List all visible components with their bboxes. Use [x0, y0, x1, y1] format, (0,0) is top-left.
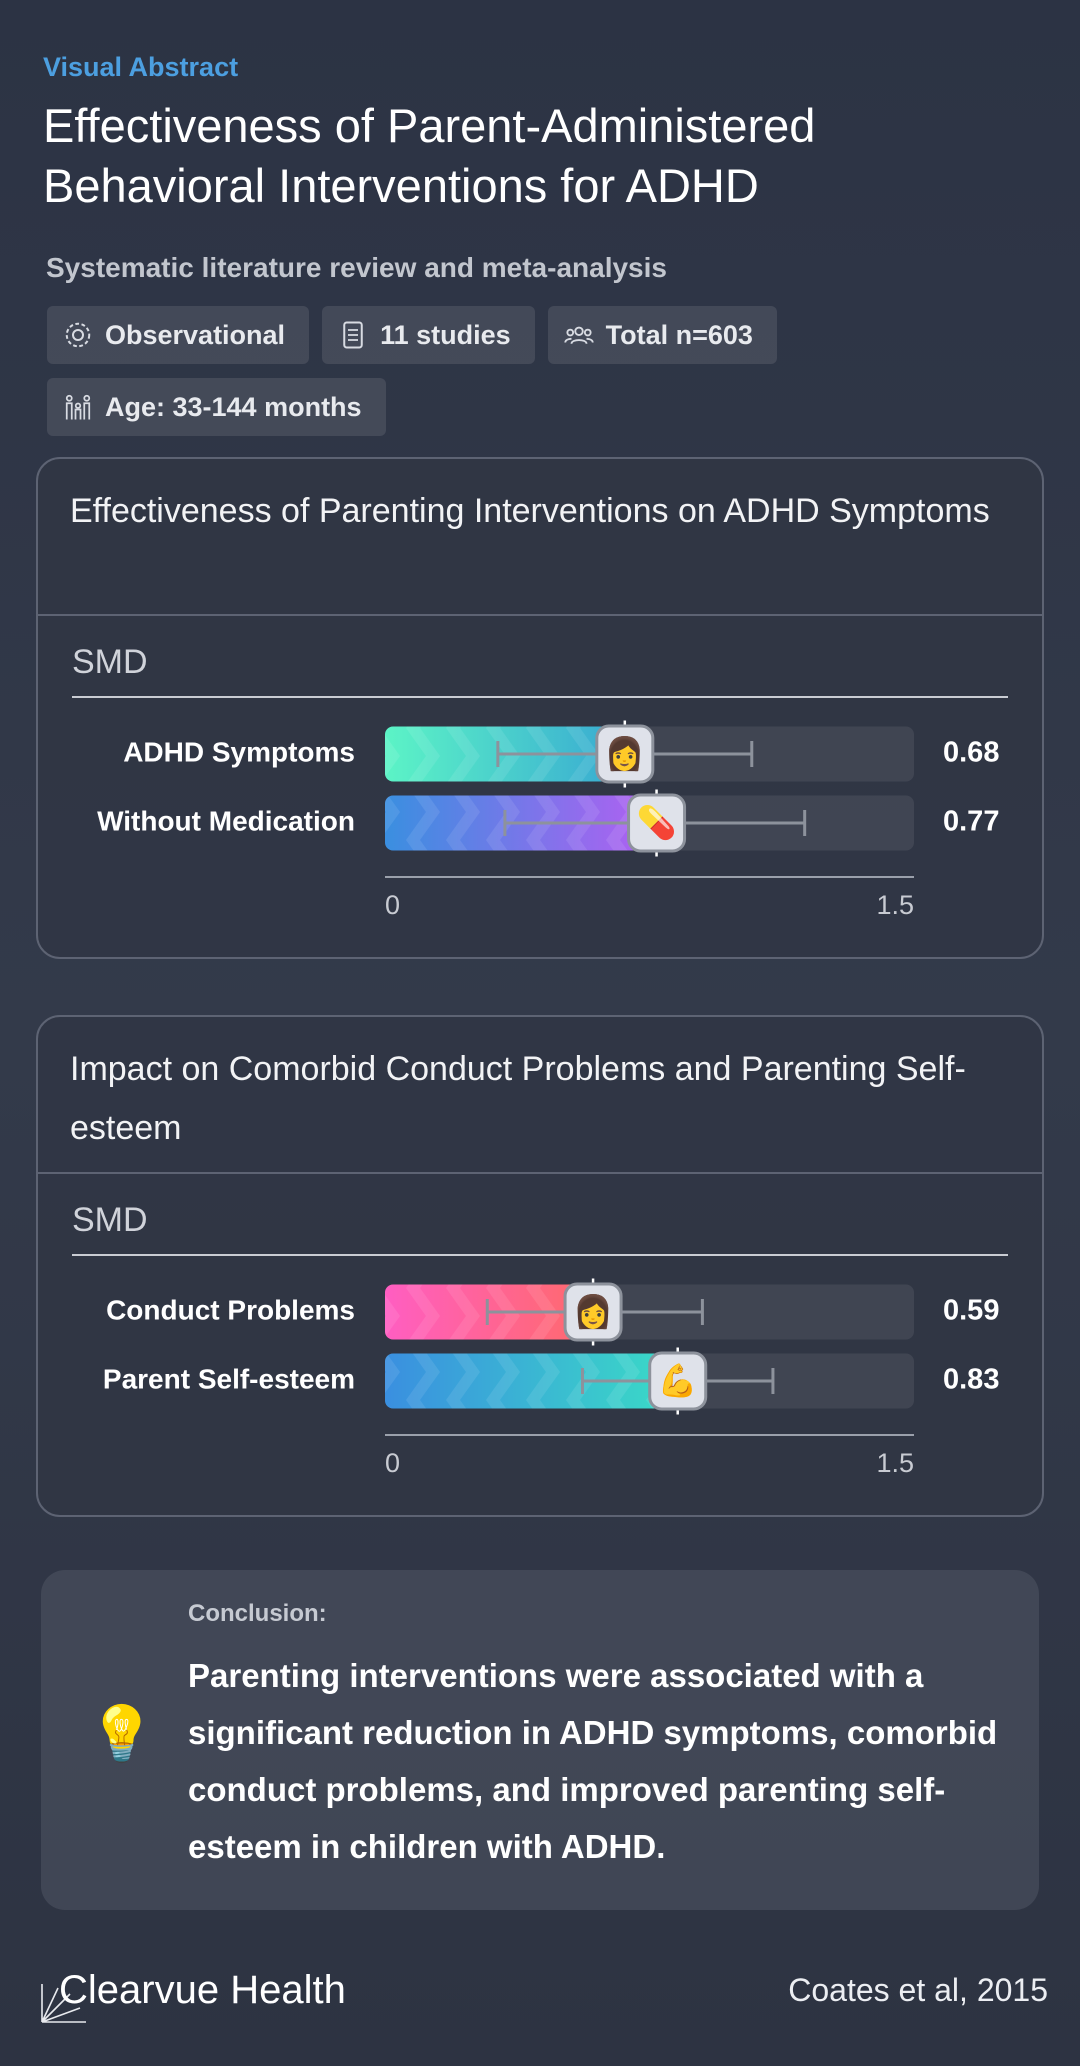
subtitle: Systematic literature review and meta-an…	[46, 252, 667, 283]
people-icon	[563, 326, 594, 345]
kicker: Visual Abstract	[43, 52, 239, 82]
title: Effectiveness of Parent-Administered Beh…	[43, 99, 816, 212]
category-label: Parent Self-esteem	[103, 1363, 355, 1394]
x-tick-label: 1.5	[876, 890, 914, 920]
value-label: 0.77	[943, 806, 999, 838]
chart-title: Effectiveness of Parenting Interventions…	[70, 492, 990, 530]
tag: 11 studies	[322, 306, 535, 364]
chart-card	[36, 457, 1044, 959]
conclusion-icon: 💡	[88, 1702, 156, 1765]
tag-text: Age: 33-144 months	[105, 391, 362, 422]
family-icon	[65, 394, 91, 420]
tag-text: Total n=603	[605, 319, 753, 350]
conclusion-text: Parenting interventions were associated …	[188, 1657, 998, 1865]
brand-logo	[41, 1984, 86, 2023]
marker-icon: 👩	[605, 735, 645, 771]
category-label: ADHD Symptoms	[123, 736, 355, 767]
conclusion-box	[41, 1570, 1039, 1910]
tag: Total n=603	[547, 306, 777, 364]
value-label: 0.68	[943, 737, 999, 769]
category-label: Conduct Problems	[106, 1294, 355, 1325]
tag-text: Observational	[105, 319, 286, 350]
marker-box	[627, 793, 687, 853]
marker-icon: 💪	[658, 1362, 698, 1398]
x-tick-label: 0	[385, 1448, 400, 1478]
x-tick-label: 0	[385, 890, 400, 920]
tag: Observational	[47, 306, 310, 364]
value-label: 0.83	[943, 1364, 999, 1396]
tag-text: 11 studies	[380, 319, 511, 350]
marker-box	[648, 1351, 708, 1411]
marker-icon: 💊	[637, 803, 677, 841]
axis-label: SMD	[72, 643, 148, 681]
gear-icon	[65, 322, 91, 348]
conclusion-label: Conclusion:	[188, 1600, 327, 1627]
x-tick-label: 1.5	[876, 1448, 914, 1478]
doc-icon	[343, 321, 363, 349]
value-label: 0.59	[943, 1295, 999, 1327]
marker-box	[563, 1282, 623, 1342]
marker-icon: 👩	[573, 1293, 613, 1329]
bar-texture	[385, 1353, 678, 1409]
brand: Clearvue Health	[59, 1968, 346, 2012]
category-label: Without Medication	[97, 805, 355, 836]
chart-card	[36, 1015, 1044, 1517]
citation: Coates et al, 2015	[788, 1972, 1048, 2008]
marker-box	[595, 724, 655, 784]
tags: Observational 11 studies Total n=603 Age…	[47, 306, 1047, 436]
tag: Age: 33-144 months	[47, 378, 386, 436]
axis-label: SMD	[72, 1201, 148, 1239]
chart-title: Impact on Comorbid Conduct Problems and …	[70, 1050, 966, 1147]
